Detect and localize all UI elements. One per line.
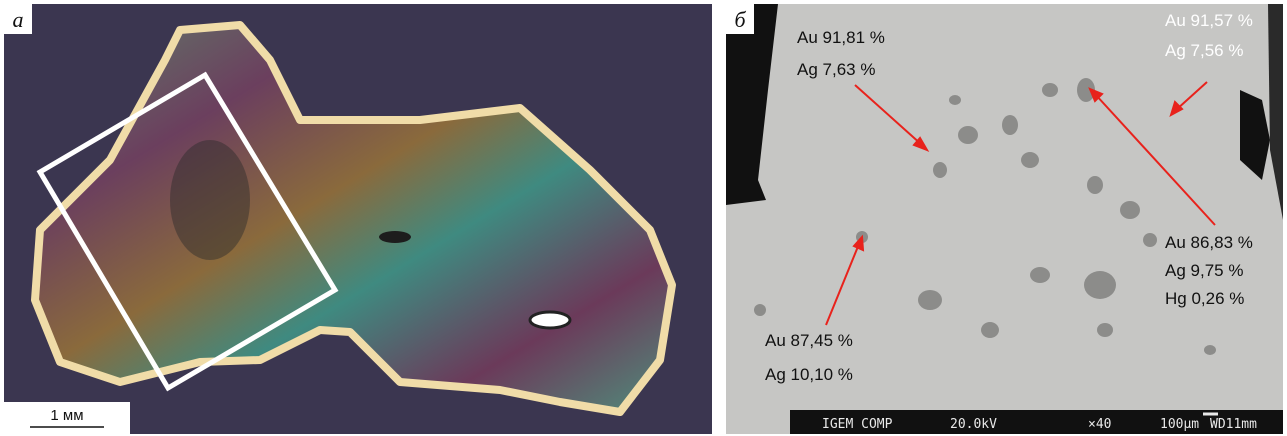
panel-b: б Au 91,81 % Ag 7,63 % Au 91,57 % Ag 7,5… (726, 4, 1283, 434)
grain-pore (379, 231, 411, 243)
grain-shadow (170, 140, 250, 260)
scale-bar-label: 1 мм (50, 407, 83, 424)
info-text: IGEM COMP (822, 417, 893, 432)
panel-a: а 1 мм (4, 4, 712, 434)
annotation: Ag 9,75 % (1165, 261, 1243, 280)
grain-pore (530, 312, 570, 328)
figure: а 1 мм б Au 91,81 % Ag 7,63 % (0, 0, 1287, 436)
annotation: Ag 10,10 % (765, 365, 853, 384)
panel-label: б (734, 7, 746, 32)
info-text: 100μm (1160, 417, 1199, 432)
panel-label: а (13, 7, 24, 32)
annotation: Au 87,45 % (765, 331, 853, 350)
info-text: WD11mm (1210, 417, 1257, 432)
info-text: ×40 (1088, 417, 1111, 432)
info-text: 20.0kV (950, 417, 997, 432)
annotation: Au 91,81 % (797, 28, 885, 47)
annotation: Ag 7,63 % (797, 60, 875, 79)
annotation: Au 86,83 % (1165, 233, 1253, 252)
annotation: Hg 0,26 % (1165, 289, 1244, 308)
annotation: Au 91,57 % (1165, 11, 1253, 30)
annotation: Ag 7,56 % (1165, 41, 1243, 60)
